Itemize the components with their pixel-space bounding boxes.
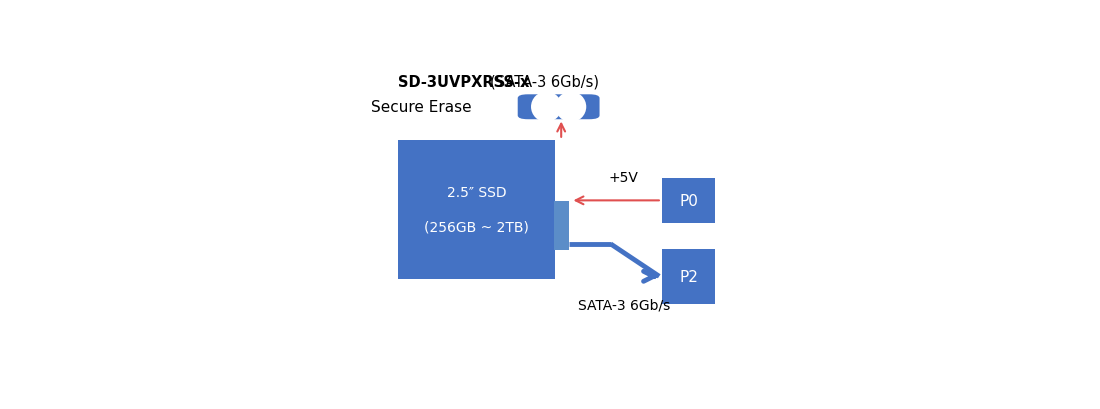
Bar [662,178,715,224]
Bar [397,140,556,279]
Text: P0: P0 [679,193,699,209]
Text: P2: P2 [679,269,699,284]
Bar [662,249,715,304]
Text: SATA-3 6Gb/s: SATA-3 6Gb/s [578,298,670,312]
Ellipse shape [556,92,586,123]
Text: (256GB ~ 2TB): (256GB ~ 2TB) [424,220,529,234]
Ellipse shape [531,92,562,123]
Text: (SATA-3 6Gb/s): (SATA-3 6Gb/s) [490,75,598,90]
Bar [553,202,569,251]
Text: +5V: +5V [609,170,639,184]
FancyBboxPatch shape [518,95,600,120]
Text: Secure Erase: Secure Erase [371,100,472,115]
Text: 2.5″ SSD: 2.5″ SSD [447,185,506,199]
Text: SD-3UVPXRSS-x: SD-3UVPXRSS-x [397,75,529,90]
